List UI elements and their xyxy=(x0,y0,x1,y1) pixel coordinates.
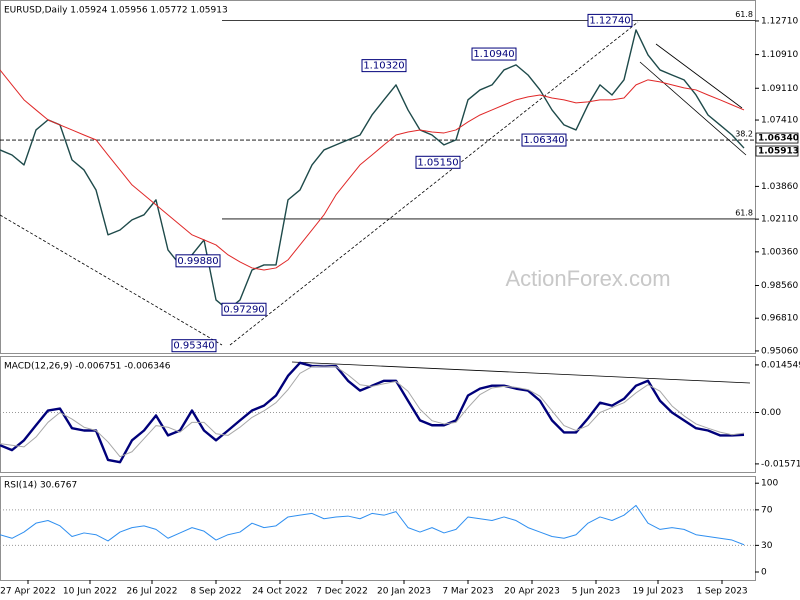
annotation-label: 1.10940 xyxy=(473,49,514,60)
x-tick-label: 27 Apr 2022 xyxy=(0,587,56,597)
price-tag-label: 1.06340 xyxy=(758,134,799,144)
y-tick-label: 1.03860 xyxy=(761,182,798,192)
annotation-label: 1.06340 xyxy=(523,135,564,146)
y-tick-label: 1.10910 xyxy=(761,50,798,60)
y-tick-label: 1.07410 xyxy=(761,116,798,126)
x-tick-label: 20 Jan 2023 xyxy=(377,587,431,597)
price-tag xyxy=(755,145,799,157)
level-label: 61.8 xyxy=(735,208,753,217)
y-tick-label: -0.015712 xyxy=(761,459,800,469)
x-tick-label: 24 Oct 2022 xyxy=(252,587,308,597)
price-panel xyxy=(0,0,756,354)
x-tick-label: 10 Jun 2022 xyxy=(63,587,117,597)
x-tick-label: 8 Sep 2022 xyxy=(190,587,241,597)
trend-line xyxy=(229,21,639,346)
price-title: EURUSD,Daily 1.05924 1.05956 1.05772 1.0… xyxy=(4,6,228,16)
y-tick-label: 30 xyxy=(761,541,773,551)
y-tick-label: 100 xyxy=(761,479,778,489)
x-tick-label: 20 Apr 2023 xyxy=(504,587,560,597)
x-tick-label: 7 Mar 2023 xyxy=(442,587,493,597)
annotation-box xyxy=(361,59,407,73)
price-tag-label: 1.05913 xyxy=(758,147,799,157)
channel-line xyxy=(639,61,747,156)
series-line xyxy=(0,504,745,546)
annotation-box xyxy=(415,155,461,169)
annotation-box xyxy=(521,133,567,147)
watermark: ActionForex.com xyxy=(505,266,670,291)
annotation-box xyxy=(175,254,221,268)
y-tick-label: 0.00 xyxy=(761,408,781,418)
x-tick-label: 1 Sep 2023 xyxy=(696,587,747,597)
channel-line xyxy=(655,43,743,109)
y-tick-label: 0.014549 xyxy=(761,360,800,370)
y-tick-label: 1.12710 xyxy=(761,16,798,26)
price-tag xyxy=(755,132,799,144)
series-line xyxy=(0,29,745,311)
level-label: 38.2 xyxy=(735,130,753,139)
y-tick-label: 0 xyxy=(761,568,767,578)
x-tick-label: 5 Jun 2023 xyxy=(572,587,620,597)
y-tick-label: 0.95060 xyxy=(761,346,798,356)
annotation-box xyxy=(471,47,517,61)
macd-panel xyxy=(0,356,756,473)
y-tick-label: 1.00360 xyxy=(761,247,798,257)
x-tick-label: 26 Jul 2022 xyxy=(127,587,178,597)
annotation-label: 0.95340 xyxy=(173,341,214,352)
series-line xyxy=(0,365,745,458)
annotation-box xyxy=(587,13,633,27)
macd-title: MACD(12,26,9) -0.006751 -0.006346 xyxy=(4,362,171,372)
level-label: 61.8 xyxy=(735,10,753,19)
series-line xyxy=(0,69,745,271)
rsi-panel xyxy=(0,476,756,581)
y-tick-label: 1.02110 xyxy=(761,215,798,225)
y-tick-label: 1.09110 xyxy=(761,84,798,94)
annotation-label: 1.12740 xyxy=(589,15,630,26)
trend-lines xyxy=(0,21,639,346)
annotation-label: 0.99880 xyxy=(177,256,218,267)
annotation-box xyxy=(171,339,217,353)
y-tick-label: 70 xyxy=(761,505,773,515)
x-tick-label: 19 Jul 2023 xyxy=(633,587,684,597)
annotation-label: 0.97290 xyxy=(223,304,264,315)
trend-line xyxy=(0,214,223,346)
channel xyxy=(291,43,751,384)
y-tick-label: 0.98560 xyxy=(761,281,798,291)
annotation-label: 1.05150 xyxy=(417,157,458,168)
macd-trend-line xyxy=(291,361,751,384)
rsi-title: RSI(14) 30.6767 xyxy=(4,481,77,491)
annotation-label: 1.10320 xyxy=(363,61,404,72)
annotation-box xyxy=(221,302,267,316)
y-tick-label: 0.96810 xyxy=(761,314,798,324)
x-tick-label: 7 Dec 2022 xyxy=(316,587,368,597)
